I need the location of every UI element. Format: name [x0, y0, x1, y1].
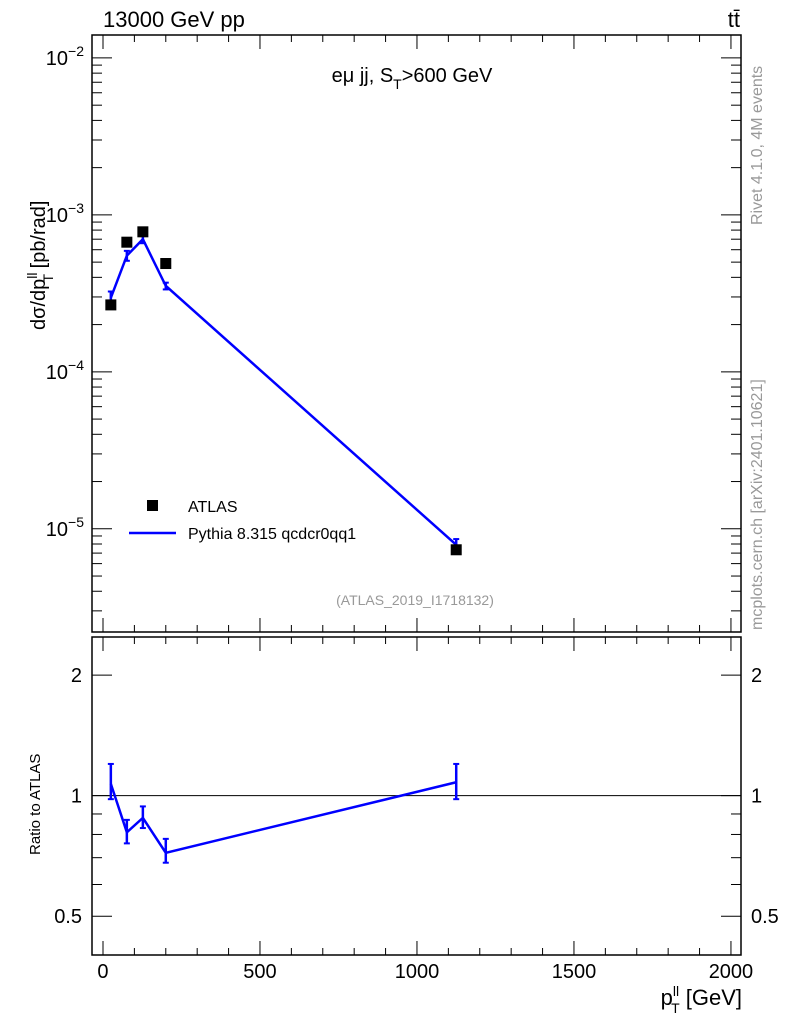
y-tick-label: 10−2	[46, 43, 84, 70]
ratio-line	[109, 781, 457, 855]
legend-label-pythia: Pythia 8.315 qcdcr0qq1	[188, 526, 356, 543]
chart-title: eμ jj, ST>600 GeV	[332, 65, 493, 92]
ratio-y-tick-label: 2	[71, 665, 82, 687]
y-axis-label: dσ/dpllT [pb/rad]	[24, 201, 56, 330]
legend-marker-atlas	[147, 500, 158, 511]
ratio-y-tick-label: 0.5	[54, 906, 82, 928]
atlas-data-point	[450, 544, 462, 556]
x-tick-label: 2000	[709, 961, 754, 983]
atlas-data-point	[160, 258, 172, 270]
x-tick-label: 1000	[395, 961, 440, 983]
atlas-data-point	[121, 236, 133, 248]
ratio-y-tick-label-right: 1	[751, 786, 762, 808]
y-tick-label: 10−5	[46, 514, 84, 541]
header-right: tt̄	[728, 7, 740, 32]
header-left: 13000 GeV pp	[103, 7, 245, 32]
x-tick-label: 0	[97, 961, 108, 983]
x-tick-label: 1500	[552, 961, 597, 983]
legend-label-atlas: ATLAS	[188, 499, 238, 516]
y-tick-label: 10−4	[46, 357, 84, 384]
ratio-y-label: Ratio to ATLAS	[27, 754, 44, 855]
mc-line	[109, 237, 458, 546]
ratio-y-tick-label-right: 0.5	[751, 906, 779, 928]
x-axis-label: pll T [GeV]	[661, 983, 742, 1016]
ratio-y-tick-label: 1	[71, 786, 82, 808]
x-tick-label: 500	[243, 961, 276, 983]
atlas-data-point	[137, 226, 149, 238]
ratio-y-tick-label-right: 2	[751, 665, 762, 687]
rivet-label: Rivet 4.1.0, 4M events	[749, 66, 766, 225]
y-tick-label: 10−3	[46, 200, 84, 227]
atlas-data-point	[105, 299, 117, 311]
mcplots-label: mcplots.cern.ch [arXiv:2401.10621]	[749, 379, 766, 630]
analysis-watermark: (ATLAS_2019_I1718132)	[336, 592, 494, 608]
